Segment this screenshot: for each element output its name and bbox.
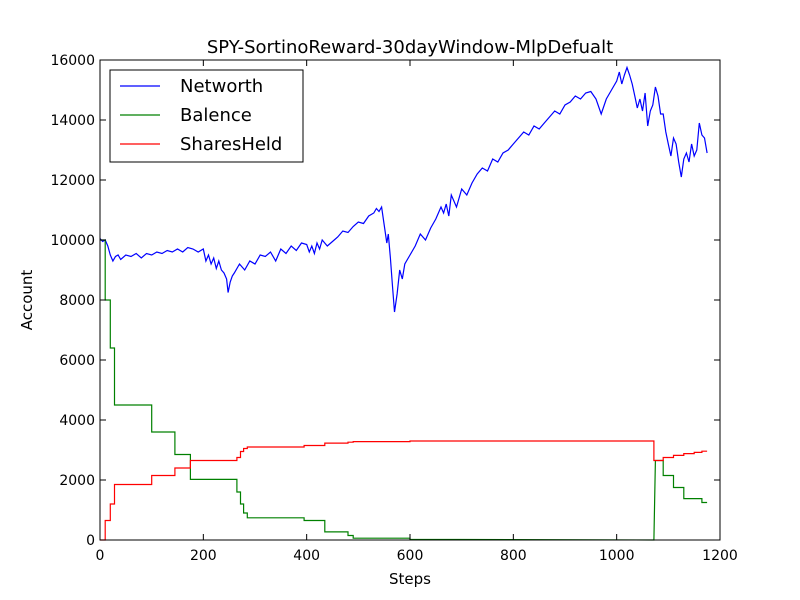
x-tick-label: 1000	[599, 548, 635, 564]
series-line-sharesheld	[100, 440, 708, 541]
y-tick-label: 14000	[50, 113, 95, 129]
y-tick-label: 6000	[59, 353, 95, 369]
y-axis-label: Account	[18, 270, 36, 331]
y-tick-label: 16000	[50, 53, 95, 69]
x-tick-label: 400	[293, 548, 320, 564]
x-tick-label: 800	[500, 548, 527, 564]
legend-box	[109, 69, 304, 163]
x-tick-label: 600	[397, 548, 424, 564]
x-tick-label: 1200	[702, 548, 738, 564]
legend-label-networth: Networth	[180, 76, 263, 97]
y-tick-label: 4000	[59, 413, 95, 429]
y-tick-label: 10000	[50, 233, 95, 249]
y-tick-label: 12000	[50, 173, 95, 189]
series-line-balence	[100, 239, 708, 541]
legend-label-sharesheld: SharesHeld	[180, 134, 282, 155]
x-tick-label: 0	[96, 548, 105, 564]
series-line-networth	[99, 65, 708, 313]
axis-ticks: 0 200 400 600 800 1000 12000200040006000800010…	[50, 53, 737, 564]
y-tick-label: 2000	[59, 473, 95, 489]
legend: Networth Balence SharesHeld	[109, 69, 304, 163]
x-tick-label: 200	[190, 548, 217, 564]
y-tick-label: 8000	[59, 293, 95, 309]
legend-label-balence: Balence	[180, 105, 252, 126]
series-lines	[99, 65, 708, 541]
chart-title: SPY-SortinoReward-30dayWindow-MlpDefualt	[207, 37, 613, 58]
y-tick-label: 0	[86, 533, 95, 549]
x-axis-label: Steps	[389, 570, 431, 588]
